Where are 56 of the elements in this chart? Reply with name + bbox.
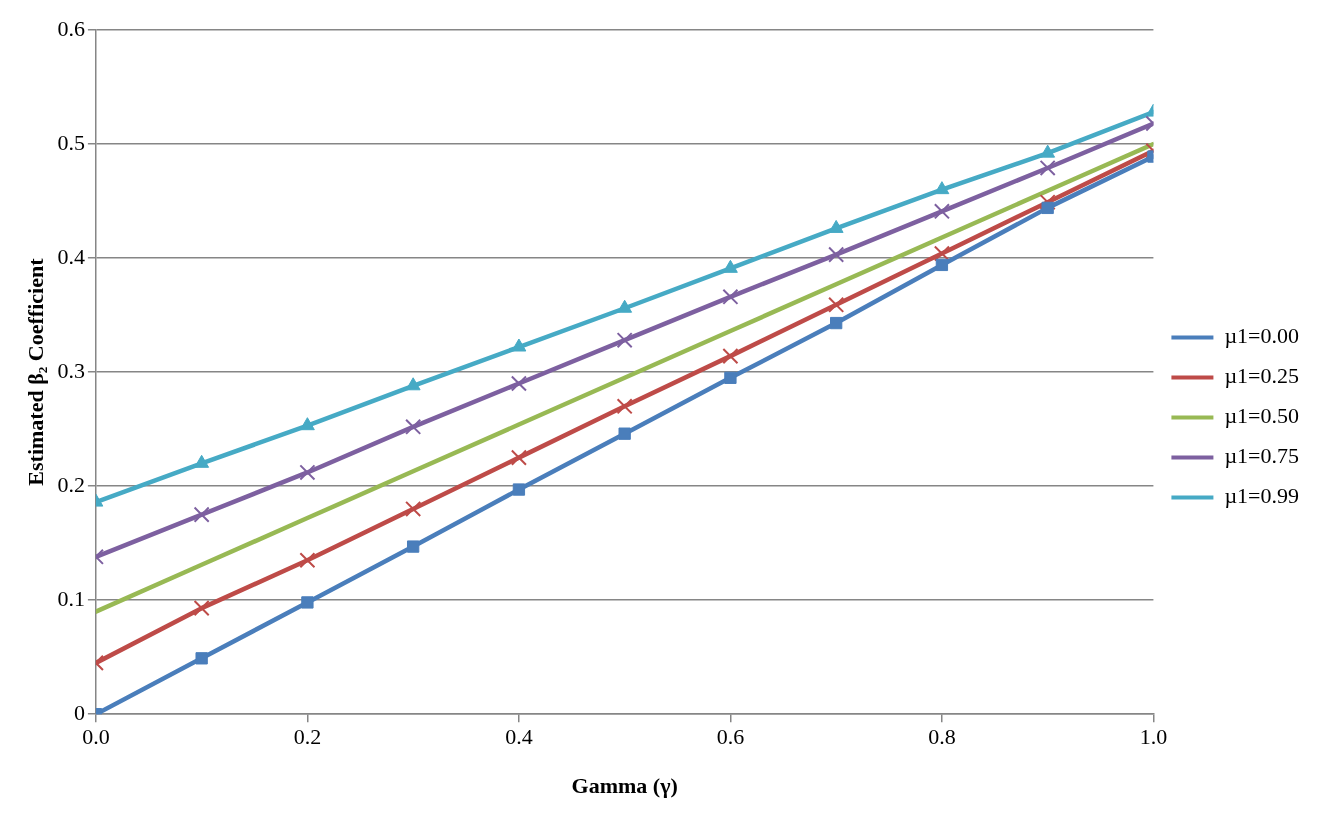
legend-label: µ1=0.25 xyxy=(1224,363,1300,389)
point xyxy=(617,299,633,313)
point xyxy=(722,259,738,273)
point xyxy=(934,181,950,195)
x-tick-label: 0.6 xyxy=(716,724,745,750)
point xyxy=(510,449,527,466)
point xyxy=(933,245,950,262)
point xyxy=(510,375,527,392)
legend-label: µ1=0.75 xyxy=(1224,443,1300,469)
point xyxy=(405,418,422,435)
point xyxy=(828,246,845,263)
x-axis-title: Gamma (γ) xyxy=(571,773,678,799)
x-tick-label: 0.2 xyxy=(293,724,322,750)
point xyxy=(405,500,422,518)
point xyxy=(830,316,843,330)
point xyxy=(1040,144,1056,158)
y-tick-label: 0.3 xyxy=(57,357,85,383)
point xyxy=(1041,201,1054,215)
y-tick-label: 0 xyxy=(73,699,85,725)
legend-label: µ1=0.50 xyxy=(1224,403,1300,429)
y-tick-label: 0.6 xyxy=(57,15,85,41)
y-axis-title: Estimated β₂ Coefficient xyxy=(22,257,48,486)
point xyxy=(618,427,631,440)
point xyxy=(407,540,420,553)
point xyxy=(616,398,633,415)
point xyxy=(299,552,316,569)
x-tick-label: 1.0 xyxy=(1139,724,1168,750)
point xyxy=(1039,194,1056,211)
point xyxy=(935,258,949,272)
y-tick-label: 0.2 xyxy=(57,471,85,497)
point xyxy=(405,377,421,391)
x-tick-label: 0.4 xyxy=(505,724,533,750)
point xyxy=(511,338,527,352)
point xyxy=(722,288,739,305)
point xyxy=(828,296,845,313)
point xyxy=(193,506,210,523)
point xyxy=(616,332,633,349)
legend-label: µ1=0.00 xyxy=(1224,323,1300,349)
y-tick-label: 0.4 xyxy=(57,243,85,269)
point xyxy=(724,371,737,384)
point xyxy=(512,483,526,496)
point xyxy=(193,600,210,617)
point xyxy=(828,219,844,233)
x-tick-label: 0.0 xyxy=(82,724,110,750)
y-tick-label: 0.1 xyxy=(57,585,85,611)
point xyxy=(1039,159,1056,177)
legend-label: µ1=0.99 xyxy=(1224,483,1300,509)
point xyxy=(299,417,315,431)
point xyxy=(301,596,314,609)
point xyxy=(194,454,210,468)
point xyxy=(195,652,208,665)
y-tick-label: 0.5 xyxy=(57,129,85,155)
point xyxy=(299,464,316,481)
point xyxy=(933,203,950,220)
x-tick-label: 0.8 xyxy=(928,724,956,750)
point xyxy=(722,348,739,365)
